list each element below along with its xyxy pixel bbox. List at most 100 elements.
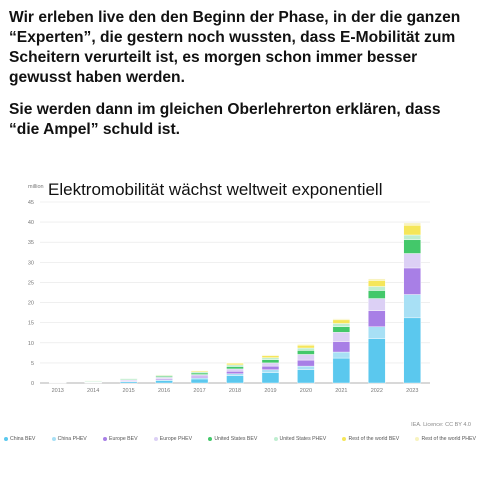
x-tick-label: 2013 (52, 388, 64, 394)
bar-segment (261, 357, 280, 360)
bar-segment (368, 310, 386, 327)
x-tick-label: 2021 (335, 388, 347, 394)
bar-segment (403, 267, 421, 295)
legend-label: Rest of the world BEV (348, 436, 400, 442)
bar-segment (297, 344, 315, 349)
bar-segment (368, 290, 386, 299)
bar-segment (261, 354, 280, 356)
legend-label: United States BEV (214, 436, 258, 442)
chart-grid (40, 201, 430, 384)
bar-segment (190, 372, 209, 375)
bar-segment (190, 378, 209, 384)
bar-segment (403, 234, 421, 241)
bar-segment (261, 359, 280, 364)
legend-swatch (4, 437, 8, 441)
bar-segment (190, 374, 209, 377)
y-tick-label: 15 (28, 321, 34, 327)
bar-segment (297, 359, 315, 367)
bar-segment (368, 286, 386, 291)
y-tick-label: 40 (28, 220, 34, 226)
license-note: IEA. Licence: CC BY 4.0 (411, 422, 471, 428)
x-tick-label: 2015 (123, 388, 135, 394)
bar-segment (332, 341, 351, 353)
y-tick-label: 10 (28, 341, 34, 347)
legend-swatch (153, 437, 158, 441)
legend-item: China BEV (4, 436, 35, 442)
x-tick-label: 2017 (193, 388, 205, 394)
legend-item: Rest of the world PHEV (415, 436, 476, 442)
bar-segment (226, 368, 244, 372)
quote-text: Wir erleben live den den Beginn der Phas… (9, 8, 475, 140)
x-tick-label: 2022 (371, 388, 383, 394)
bar-segment (403, 222, 421, 226)
legend-swatch (342, 437, 347, 441)
bar-segment (297, 354, 315, 361)
bar-segment (403, 317, 421, 384)
legend-label: China BEV (10, 436, 36, 442)
legend-swatch (102, 437, 107, 441)
bar-segment (332, 332, 351, 342)
chart-tick-labels: 0 5 10 15 20 25 30 35 40 45 2013 2014 2015 2016 2017 20… (28, 200, 419, 394)
bar-segment (261, 362, 280, 367)
x-tick-label: 2018 (229, 388, 241, 394)
bar-segment (261, 365, 280, 370)
bar-segment (332, 319, 351, 324)
y-tick-label: 0 (31, 381, 34, 387)
bar-segment (403, 239, 421, 254)
bar-segment (403, 294, 421, 319)
chart-bars (49, 222, 421, 384)
legend-swatch (273, 437, 278, 441)
bar-segment (297, 347, 315, 351)
stacked-bar-chart: million 0 5 10 15 20 25 30 35 40 45 2013 2014 2015 20… (28, 184, 430, 394)
quote-paragraph-1: Wir erleben live den den Beginn der Phas… (9, 9, 461, 86)
legend-label: Europe PHEV (159, 436, 193, 442)
bar-segment (297, 369, 315, 384)
bar-segment (226, 366, 244, 370)
x-tick-label: 2016 (158, 388, 170, 394)
x-tick-label: 2020 (300, 388, 312, 394)
bar-segment (403, 225, 421, 236)
bar-segment (226, 371, 244, 374)
legend-item: Europe BEV (102, 436, 138, 442)
x-tick-label: 2019 (264, 388, 276, 394)
bar-segment (297, 350, 315, 355)
y-tick-label: 45 (28, 200, 34, 206)
legend-swatch (51, 437, 56, 441)
bar-segment (368, 298, 386, 311)
bar-segment (261, 355, 280, 358)
bar-segment (226, 364, 244, 367)
y-tick-label: 20 (28, 301, 34, 307)
bar-segment (297, 365, 315, 370)
legend-label: Rest of the world PHEV (421, 436, 476, 442)
bar-segment (368, 326, 386, 339)
bar-segment (155, 380, 173, 384)
bar-segment (403, 253, 421, 269)
chart-title: Elektromobilität wächst weltweit exponen… (48, 180, 383, 199)
bar-segment (297, 344, 315, 346)
bar-segment (261, 369, 280, 373)
legend-swatch (415, 437, 420, 441)
bar-segment (332, 323, 351, 327)
quote-paragraph-2: Sie werden dann im gleichen Oberlehrerto… (9, 101, 441, 138)
bar-segment (226, 363, 244, 366)
y-tick-label: 35 (28, 240, 34, 246)
bar-segment (368, 278, 386, 281)
bar-segment (226, 362, 244, 364)
bar-segment (332, 351, 351, 359)
bar-segment (332, 326, 351, 333)
legend-label: United States PHEV (279, 436, 327, 442)
legend-item: Europe PHEV (153, 436, 193, 442)
x-tick-label: 2023 (406, 388, 418, 394)
y-tick-label: 5 (31, 361, 34, 367)
bar-segment (226, 373, 244, 376)
legend-item: United States BEV (208, 436, 257, 442)
legend-item: Rest of the world BEV (342, 436, 399, 442)
legend-label: China PHEV (57, 436, 87, 442)
chart-legend: China BEV China PHEV Europe BEV Europe PHEV… (4, 436, 476, 442)
bar-segment (226, 375, 244, 384)
x-tick-label: 2014 (87, 388, 99, 394)
bar-segment (368, 280, 386, 287)
bar-segment (261, 372, 280, 384)
y-tick-label: 30 (28, 260, 34, 266)
bar-segment (368, 338, 386, 384)
